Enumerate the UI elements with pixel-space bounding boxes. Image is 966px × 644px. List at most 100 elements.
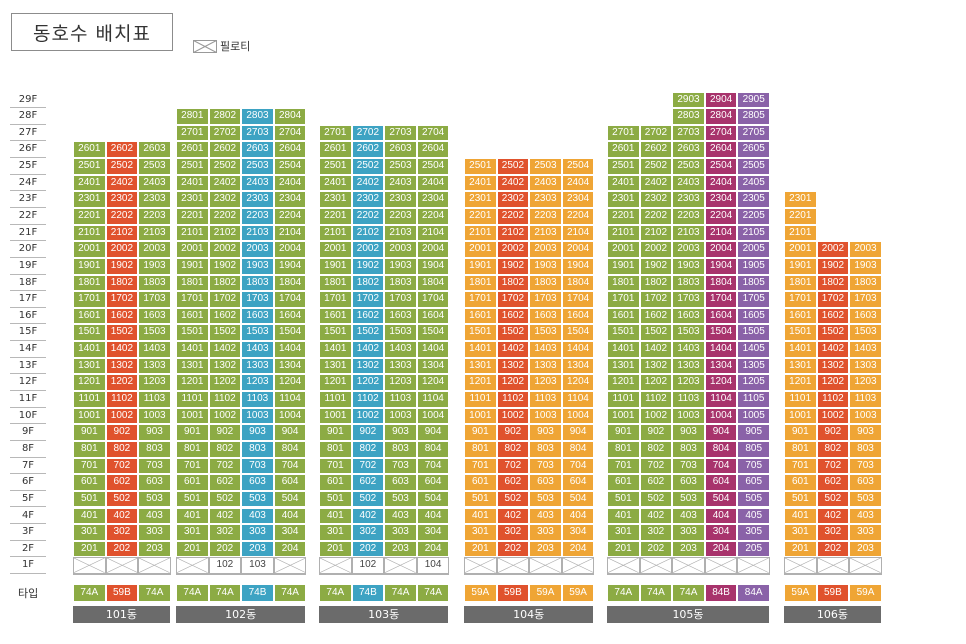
unit-cell: 2102	[639, 224, 673, 242]
unit-cell: 2205	[737, 207, 770, 225]
floor-label: 5F	[10, 491, 46, 508]
unit-cell: 1402	[351, 341, 385, 358]
unit-cell: 2702	[208, 124, 242, 142]
unit-cell: 2602	[639, 141, 673, 159]
unit-cell: 801	[464, 440, 497, 458]
unit-cell: 404	[416, 507, 450, 525]
unit-cell: 2204	[561, 207, 595, 225]
unit-cell: 1703	[241, 291, 274, 308]
unit-cell: 2503	[241, 158, 274, 175]
unit-cell: 2301	[73, 191, 106, 208]
unit-cell: 202	[208, 540, 242, 558]
unit-cell: 2303	[241, 191, 274, 208]
unit-cell: 1103	[384, 391, 417, 408]
piloti-cell	[176, 557, 209, 575]
unit-cell: 1603	[138, 307, 171, 325]
unit-cell: 1102	[639, 391, 673, 408]
piloti-cell	[816, 557, 850, 575]
unit-cell: 901	[464, 424, 497, 441]
unit-cell: 1604	[561, 307, 595, 325]
unit-cell: 2005	[737, 241, 770, 258]
unit-cell: 402	[105, 507, 139, 525]
unit-cell: 1502	[496, 324, 530, 342]
floor-label: 20F	[10, 241, 46, 258]
unit-cell: 2804	[273, 108, 307, 125]
unit-cell: 1401	[319, 341, 352, 358]
floor-label: 21F	[10, 225, 46, 242]
unit-cell: 1603	[241, 307, 274, 325]
unit-cell: 303	[138, 524, 171, 541]
unit-type-badge: 74A	[384, 584, 417, 602]
unit-cell: 204	[416, 540, 450, 558]
unit-cell: 1402	[496, 341, 530, 358]
unit-cell: 1904	[273, 257, 307, 275]
unit-cell: 1102	[496, 391, 530, 408]
unit-cell: 2702	[351, 124, 385, 142]
unit-cell: 1803	[849, 274, 882, 292]
unit-cell: 303	[241, 524, 274, 541]
unit-cell: 2705	[737, 124, 770, 142]
building-name-bar: 101동	[73, 606, 170, 623]
piloti-cell: 102	[351, 557, 385, 575]
unit-cell: 2401	[464, 174, 497, 192]
unit-cell: 1901	[73, 257, 106, 275]
piloti-cell	[273, 557, 307, 575]
unit-cell: 704	[704, 457, 738, 475]
unit-cell: 2502	[208, 158, 242, 175]
unit-cell: 702	[351, 457, 385, 475]
unit-cell: 702	[208, 457, 242, 475]
unit-cell: 1604	[704, 307, 738, 325]
unit-cell: 703	[241, 457, 274, 475]
floor-label: 22F	[10, 208, 46, 225]
unit-cell: 1202	[816, 374, 850, 391]
piloti-cell: 104	[416, 557, 450, 575]
unit-cell: 1401	[73, 341, 106, 358]
unit-cell: 1901	[607, 257, 640, 275]
unit-cell: 2803	[672, 108, 705, 125]
unit-cell: 201	[176, 540, 209, 558]
unit-cell: 301	[176, 524, 209, 541]
unit-cell: 901	[607, 424, 640, 441]
floor-label: 26F	[10, 141, 46, 159]
unit-cell: 1505	[737, 324, 770, 342]
unit-cell: 702	[639, 457, 673, 475]
unit-cell: 2504	[704, 158, 738, 175]
unit-cell: 1804	[416, 274, 450, 292]
unit-cell: 1701	[607, 291, 640, 308]
unit-type-badge: 59A	[784, 584, 817, 602]
unit-cell: 1503	[138, 324, 171, 342]
unit-cell: 303	[384, 524, 417, 541]
unit-cell: 2303	[529, 191, 562, 208]
unit-cell: 1603	[672, 307, 705, 325]
unit-cell: 1301	[73, 357, 106, 375]
unit-cell: 603	[138, 474, 171, 491]
unit-cell: 604	[273, 474, 307, 491]
unit-cell: 804	[273, 440, 307, 458]
unit-cell: 201	[464, 540, 497, 558]
unit-cell: 2502	[639, 158, 673, 175]
unit-cell: 802	[639, 440, 673, 458]
unit-cell: 1901	[319, 257, 352, 275]
unit-cell: 1903	[672, 257, 705, 275]
unit-cell: 2203	[384, 207, 417, 225]
unit-cell: 1004	[561, 407, 595, 425]
unit-cell: 2602	[208, 141, 242, 159]
floor-label: 17F	[10, 291, 46, 308]
unit-type-badge: 74B	[351, 584, 385, 602]
unit-cell: 2701	[607, 124, 640, 142]
unit-cell: 1402	[816, 341, 850, 358]
unit-cell: 1304	[416, 357, 450, 375]
unit-cell: 301	[319, 524, 352, 541]
unit-cell: 1101	[784, 391, 817, 408]
unit-cell: 1904	[416, 257, 450, 275]
unit-cell: 1801	[73, 274, 106, 292]
unit-cell: 2503	[138, 158, 171, 175]
unit-cell: 1704	[704, 291, 738, 308]
unit-cell: 702	[105, 457, 139, 475]
unit-cell: 2701	[319, 124, 352, 142]
unit-cell: 1302	[816, 357, 850, 375]
unit-cell: 1003	[138, 407, 171, 425]
unit-cell: 2501	[319, 158, 352, 175]
unit-type-badge: 59B	[105, 584, 139, 602]
unit-cell: 1301	[319, 357, 352, 375]
